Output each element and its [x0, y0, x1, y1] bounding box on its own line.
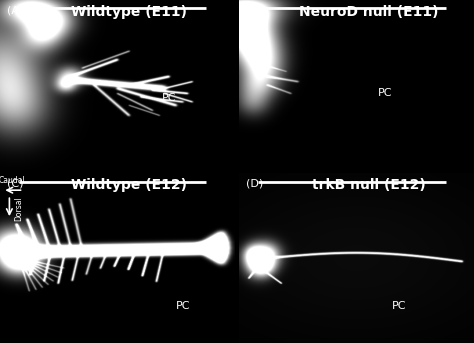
Text: (C): (C) — [7, 178, 24, 188]
Text: Wildtype (E12): Wildtype (E12) — [71, 178, 187, 192]
Text: (A): (A) — [7, 5, 23, 15]
Text: Dorsal: Dorsal — [14, 197, 23, 221]
Text: PC: PC — [378, 88, 392, 98]
Text: trkB null (E12): trkB null (E12) — [311, 178, 425, 192]
Text: NeuroD null (E11): NeuroD null (E11) — [299, 5, 438, 19]
Text: Wildtype (E11): Wildtype (E11) — [71, 5, 187, 19]
Text: PC: PC — [176, 301, 190, 311]
Text: (D): (D) — [246, 178, 264, 188]
Text: PC: PC — [162, 94, 176, 104]
Text: (B): (B) — [246, 5, 263, 15]
Text: PC: PC — [392, 301, 406, 311]
Text: Caudal: Caudal — [0, 176, 25, 185]
